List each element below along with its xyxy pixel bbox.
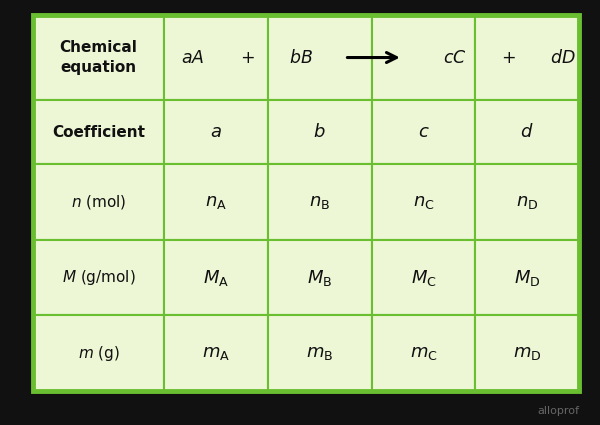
Text: $m_\mathrm{C}$: $m_\mathrm{C}$ <box>410 344 437 362</box>
Text: $a$: $a$ <box>210 123 222 141</box>
Text: $n_\mathrm{D}$: $n_\mathrm{D}$ <box>516 193 538 211</box>
Bar <box>164 15 268 100</box>
Bar <box>371 240 475 315</box>
Bar <box>33 164 164 240</box>
Text: $M$ (g/mol): $M$ (g/mol) <box>62 268 136 287</box>
Bar <box>475 164 579 240</box>
Text: $n_\mathrm{C}$: $n_\mathrm{C}$ <box>413 193 434 211</box>
Bar <box>33 15 579 391</box>
Bar <box>33 15 164 100</box>
Bar <box>475 315 579 391</box>
Text: Chemical
equation: Chemical equation <box>59 40 137 75</box>
Text: $n_\mathrm{A}$: $n_\mathrm{A}$ <box>205 193 227 211</box>
Text: alloprof: alloprof <box>537 405 579 416</box>
Bar <box>371 15 475 100</box>
Bar <box>371 315 475 391</box>
Bar <box>371 100 475 164</box>
Bar <box>164 240 268 315</box>
Bar <box>268 164 371 240</box>
Text: $n$ (mol): $n$ (mol) <box>71 193 126 211</box>
Text: $M_\mathrm{C}$: $M_\mathrm{C}$ <box>410 268 436 288</box>
Text: +: + <box>501 48 516 67</box>
Bar <box>164 164 268 240</box>
Bar <box>33 240 164 315</box>
Text: $m$ (g): $m$ (g) <box>77 344 119 363</box>
Text: $m_\mathrm{A}$: $m_\mathrm{A}$ <box>202 344 230 362</box>
Bar <box>33 315 164 391</box>
Text: $b$B: $b$B <box>289 48 313 67</box>
Text: $c$C: $c$C <box>443 48 466 67</box>
Text: $b$: $b$ <box>313 123 326 141</box>
Bar <box>475 100 579 164</box>
Bar <box>268 240 371 315</box>
Text: $d$D: $d$D <box>550 48 575 67</box>
Text: +: + <box>240 48 254 67</box>
Bar <box>371 164 475 240</box>
Text: $c$: $c$ <box>418 123 429 141</box>
Text: $M_\mathrm{B}$: $M_\mathrm{B}$ <box>307 268 332 288</box>
Bar <box>164 100 268 164</box>
Text: $m_\mathrm{B}$: $m_\mathrm{B}$ <box>306 344 333 362</box>
Text: $M_\mathrm{A}$: $M_\mathrm{A}$ <box>203 268 229 288</box>
Text: $n_\mathrm{B}$: $n_\mathrm{B}$ <box>309 193 330 211</box>
Text: Coefficient: Coefficient <box>52 125 145 140</box>
Bar <box>268 15 371 100</box>
Text: $m_\mathrm{D}$: $m_\mathrm{D}$ <box>513 344 541 362</box>
Bar <box>164 315 268 391</box>
Bar <box>475 15 579 100</box>
Text: $a$A: $a$A <box>181 48 205 67</box>
Bar <box>475 240 579 315</box>
Bar <box>268 315 371 391</box>
Bar <box>33 100 164 164</box>
Bar <box>268 100 371 164</box>
Text: $M_\mathrm{D}$: $M_\mathrm{D}$ <box>514 268 541 288</box>
Text: $d$: $d$ <box>520 123 534 141</box>
